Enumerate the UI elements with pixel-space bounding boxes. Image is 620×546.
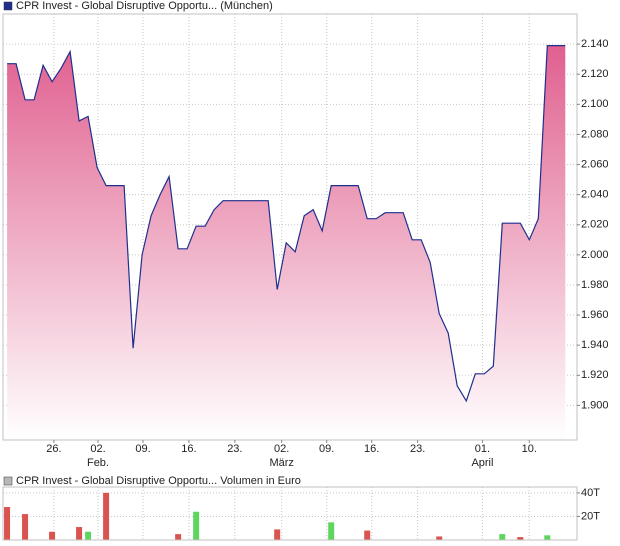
legend-label: CPR Invest - Global Disruptive Opportu..… [16,0,273,12]
plot-frame [2,486,578,541]
y-tick-label: 2.020 [581,219,609,231]
volume-bar [85,531,92,540]
volume-bar [22,514,29,540]
volume-bar [274,529,281,540]
area-fill [7,45,566,440]
x-tick-label: 23. [227,443,242,455]
x-tick-label: 02. [274,443,289,455]
volume-bar [517,537,524,540]
volume-bar [436,536,443,540]
x-tick-label: 10. [522,443,537,455]
y-tick-label: 1.980 [581,279,609,291]
x-tick-label: 01. [475,443,490,455]
month-label: März [269,457,293,469]
y-tick-label: 2.100 [581,98,609,110]
legend-label: CPR Invest - Global Disruptive Opportu..… [16,475,301,487]
volume-bar [175,534,182,540]
volume-bar [4,507,11,540]
y-tick-label: 1.960 [581,309,609,321]
volume-bar [499,534,506,540]
y-tick-label: 2.140 [581,38,609,50]
x-tick-label: 16. [364,443,379,455]
month-label: April [471,457,493,469]
x-tick-label: 23. [410,443,425,455]
volume-bar [544,535,551,540]
volume-bar [49,531,56,540]
y-tick-label: 2.080 [581,128,609,140]
y-tick-label: 2.060 [581,158,609,170]
y-tick-label: 40T [581,487,600,499]
x-tick-label: 09. [135,443,150,455]
y-tick-label: 20T [581,510,600,522]
x-tick-label: 09. [319,443,334,455]
volume-bar [103,492,110,540]
volume-bar [76,527,83,540]
x-tick-label: 16. [181,443,196,455]
y-tick-label: 1.900 [581,399,609,411]
month-label: Feb. [87,457,109,469]
volume-bar [364,530,371,540]
x-tick-label: 26. [46,443,61,455]
plot-frame [2,13,578,441]
price-line [7,45,566,403]
volume-bar [193,511,200,540]
legend-swatch [3,476,13,486]
y-tick-label: 2.120 [581,68,609,80]
x-tick-label: 02. [90,443,105,455]
y-tick-label: 2.040 [581,189,609,201]
legend-swatch [3,1,13,11]
y-tick-label: 2.000 [581,249,609,261]
y-tick-label: 1.940 [581,339,609,351]
volume-bar [328,522,335,540]
y-tick-label: 1.920 [581,369,609,381]
